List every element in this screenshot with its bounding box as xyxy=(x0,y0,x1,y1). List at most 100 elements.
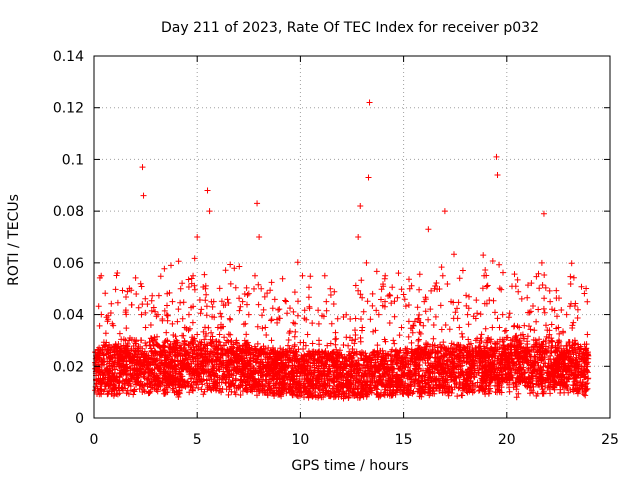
data-point xyxy=(134,347,141,354)
data-point xyxy=(390,337,397,344)
data-point xyxy=(369,290,376,297)
data-point xyxy=(499,311,506,318)
data-point xyxy=(448,298,455,305)
data-point xyxy=(415,316,422,323)
data-point xyxy=(299,272,306,279)
x-tick-labels: 0 5 10 15 20 25 xyxy=(90,432,619,448)
data-point xyxy=(254,200,261,207)
data-point xyxy=(493,153,500,160)
x-tick-label: 5 xyxy=(193,432,202,448)
data-point xyxy=(355,234,362,240)
data-point xyxy=(130,358,137,365)
x-tick-label: 10 xyxy=(291,432,309,448)
y-tick-label: 0.02 xyxy=(53,359,84,375)
data-point xyxy=(359,324,366,331)
x-tick-label: 0 xyxy=(90,432,99,448)
data-point xyxy=(262,324,269,331)
data-point xyxy=(204,187,211,194)
x-tick-label: 15 xyxy=(395,432,413,448)
data-point xyxy=(111,363,118,370)
data-point xyxy=(233,337,240,344)
data-point xyxy=(406,285,413,292)
x-axis-label: GPS time / hours xyxy=(291,458,408,474)
y-axis-label: ROTI / TECUs xyxy=(6,194,22,286)
data-point xyxy=(198,306,205,313)
data-point xyxy=(307,350,314,357)
data-point xyxy=(159,350,166,357)
data-point xyxy=(481,272,488,279)
data-point xyxy=(494,171,501,178)
data-point xyxy=(366,99,373,106)
data-point xyxy=(532,337,539,344)
y-tick-label: 0.12 xyxy=(53,101,84,117)
data-point xyxy=(425,226,432,233)
data-point xyxy=(121,368,128,375)
x-tick-label: 20 xyxy=(498,432,516,448)
data-point xyxy=(382,298,389,305)
data-point xyxy=(324,342,331,349)
data-point xyxy=(464,311,471,318)
data-point xyxy=(421,298,428,305)
data-point xyxy=(245,311,252,318)
y-tick-label: 0.08 xyxy=(53,204,84,220)
data-point xyxy=(251,272,258,279)
data-point xyxy=(146,342,153,349)
data-point xyxy=(472,337,479,344)
data-point xyxy=(177,285,184,292)
data-point xyxy=(340,363,347,370)
data-point xyxy=(227,316,234,323)
data-point xyxy=(239,298,246,305)
data-point xyxy=(202,285,209,292)
data-point xyxy=(547,298,554,305)
data-point xyxy=(163,329,170,336)
data-point xyxy=(126,337,133,344)
data-point xyxy=(214,324,221,331)
data-point xyxy=(115,350,122,357)
data-point xyxy=(169,298,176,305)
chart-title: Day 211 of 2023, Rate Of TEC Index for r… xyxy=(161,20,539,36)
data-point xyxy=(150,337,157,344)
data-points xyxy=(93,99,587,385)
data-point xyxy=(441,208,448,215)
plot-frame xyxy=(93,55,611,419)
data-point xyxy=(154,311,161,318)
data-point xyxy=(285,342,292,349)
data-point xyxy=(173,337,180,344)
data-point xyxy=(190,272,197,279)
data-point xyxy=(138,311,145,318)
data-point xyxy=(140,192,147,199)
y-tick-labels: 0 0.02 0.04 0.06 0.08 0.1 0.12 0.14 xyxy=(53,49,84,427)
data-point xyxy=(489,324,496,331)
data-point xyxy=(363,259,370,266)
data-point xyxy=(555,324,562,331)
data-point xyxy=(365,174,372,181)
data-point xyxy=(185,311,192,318)
x-tick-label: 25 xyxy=(601,432,619,448)
data-point xyxy=(97,368,104,375)
y-tick-label: 0.04 xyxy=(53,308,84,324)
data-point xyxy=(258,285,265,292)
data-point xyxy=(375,311,382,318)
y-tick-label: 0.1 xyxy=(62,152,84,168)
data-point xyxy=(268,337,275,344)
data-point xyxy=(181,324,188,331)
data-point xyxy=(538,259,545,266)
data-point xyxy=(101,358,108,365)
data-point xyxy=(256,234,263,240)
data-point xyxy=(524,350,531,357)
data-point xyxy=(580,350,587,357)
axis-ticks xyxy=(93,55,611,419)
data-point xyxy=(332,329,339,336)
data-point xyxy=(206,208,213,215)
data-point xyxy=(315,337,322,344)
data-point xyxy=(507,337,514,344)
data-point xyxy=(210,298,217,305)
data-point xyxy=(194,234,201,240)
data-point xyxy=(563,311,570,318)
data-point xyxy=(357,202,364,209)
data-point xyxy=(540,210,547,217)
data-cloud-marks xyxy=(92,251,592,402)
data-point xyxy=(456,324,463,331)
data-point xyxy=(142,324,149,331)
